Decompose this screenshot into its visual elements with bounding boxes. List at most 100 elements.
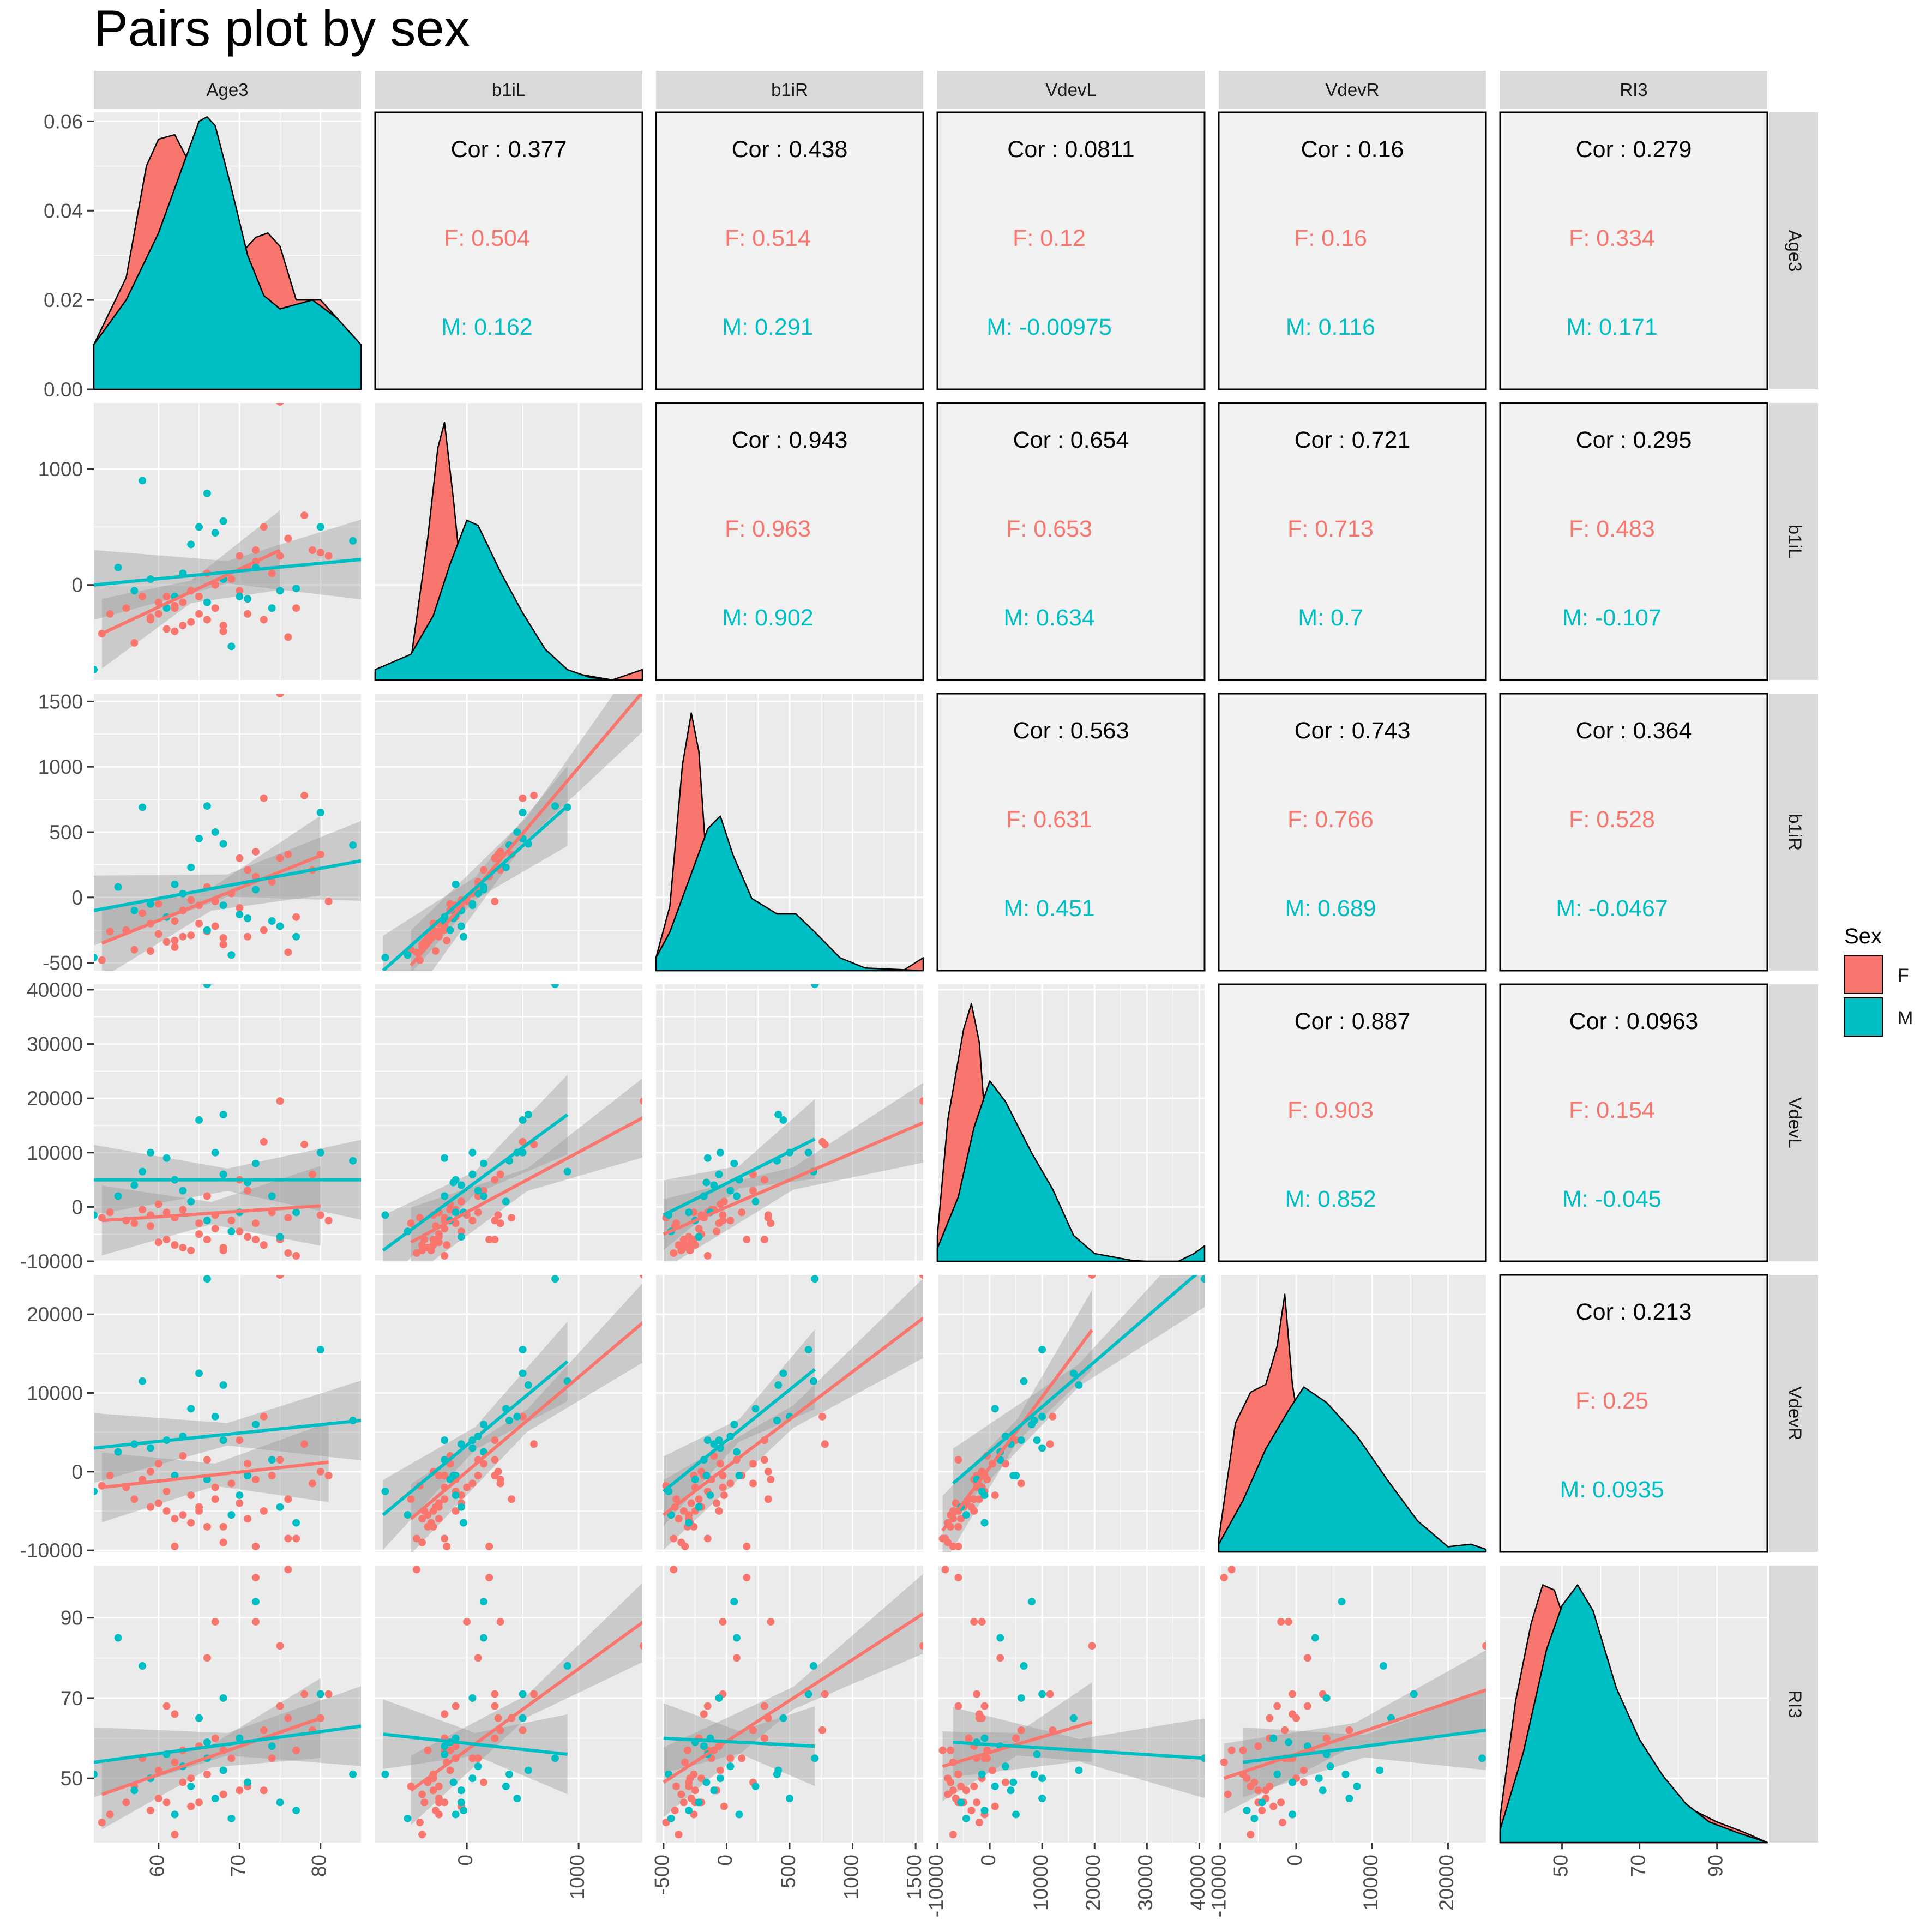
data-point-M <box>773 1416 781 1424</box>
data-point-M <box>685 1519 693 1527</box>
data-point-F <box>452 1702 460 1710</box>
bottom-tick-label: -10000 <box>925 1855 947 1917</box>
data-point-M <box>715 1436 723 1445</box>
data-point-M <box>1250 1814 1259 1822</box>
correlation-panel-frame <box>1499 402 1768 681</box>
data-point-M <box>1345 1795 1353 1803</box>
correlation-M: M: 0.171 <box>1566 314 1657 340</box>
data-point-M <box>441 1154 449 1162</box>
data-point-M <box>349 841 357 849</box>
confidence-band-F <box>101 1678 321 1829</box>
data-point-M <box>1017 1694 1025 1702</box>
data-point-F <box>1303 1702 1311 1710</box>
scatter-panel-Age3-VdevR <box>94 1275 361 1552</box>
data-point-F <box>719 1211 727 1219</box>
data-point-M <box>349 1157 357 1165</box>
data-point-F <box>441 1534 449 1543</box>
data-point-F <box>203 1654 211 1662</box>
data-point-F <box>300 1690 309 1698</box>
data-point-M <box>114 563 122 571</box>
data-point-M <box>519 1714 527 1722</box>
data-point-F <box>316 1211 324 1219</box>
left-tick-label: 20000 <box>27 1303 83 1326</box>
data-point-M <box>691 1476 699 1484</box>
data-point-M <box>457 1503 465 1511</box>
data-point-M <box>171 1810 179 1819</box>
correlation-M: M: 0.451 <box>1003 895 1094 922</box>
correlation-panel-Age3-b1iL: Cor : 0.377 F: 0.504 M: 0.162 <box>374 111 643 390</box>
data-point-F <box>171 917 179 925</box>
data-point-M <box>1009 1472 1018 1480</box>
data-point-F <box>284 1214 292 1222</box>
data-point-M <box>779 1714 787 1722</box>
left-tick-label: -10000 <box>20 1250 83 1273</box>
data-point-F <box>187 1802 195 1810</box>
legend-key-F <box>1844 955 1883 994</box>
correlation-F: F: 0.154 <box>1569 1097 1655 1123</box>
data-point-M <box>139 1662 147 1670</box>
data-point-M <box>479 1634 487 1642</box>
data-point-F <box>991 1802 999 1810</box>
fit-line-M <box>382 1360 569 1516</box>
left-tick-label: 0 <box>71 1461 83 1483</box>
density-panel-RI3 <box>1499 1566 1768 1844</box>
data-point-M <box>114 883 122 891</box>
left-tick-label: 10000 <box>27 1382 83 1404</box>
fit-line-F <box>410 1116 642 1244</box>
data-point-F <box>719 1472 727 1480</box>
correlation-M: M: -0.045 <box>1562 1186 1662 1212</box>
data-point-F <box>418 1515 426 1523</box>
data-point-F <box>760 1456 768 1464</box>
correlation-panel-frame <box>936 402 1206 681</box>
data-point-M <box>139 1377 147 1385</box>
data-point-F <box>749 1726 757 1734</box>
data-point-F <box>418 941 426 949</box>
data-point-F <box>703 1252 712 1260</box>
data-point-F <box>712 1499 720 1507</box>
data-point-F <box>139 592 147 600</box>
data-point-M <box>146 1148 154 1157</box>
data-point-F <box>429 1786 437 1795</box>
data-point-M <box>236 910 244 918</box>
data-point-F <box>236 1227 244 1236</box>
data-point-M <box>703 1154 712 1162</box>
scatter-panel-b1iL-VdevR <box>375 1275 642 1552</box>
bottom-tick-label: 1000 <box>566 1855 588 1899</box>
data-point-F <box>162 1507 171 1515</box>
data-point-F <box>491 1734 499 1742</box>
data-point-F <box>260 1786 268 1795</box>
data-point-F <box>130 1219 139 1227</box>
density-panel-b1iL <box>374 403 643 681</box>
data-point-F <box>821 1440 829 1448</box>
data-point-F <box>260 1241 268 1249</box>
scatter-panel-Age3-RI3 <box>94 1566 361 1843</box>
data-point-M <box>700 1742 708 1750</box>
data-point-F <box>106 1810 114 1819</box>
data-point-F <box>162 1487 171 1495</box>
data-point-F <box>276 1097 284 1105</box>
data-point-F <box>821 1140 829 1148</box>
data-point-M <box>519 809 527 817</box>
panel-background <box>94 984 361 1261</box>
fit-line-F <box>101 1204 321 1223</box>
data-point-F <box>324 1690 333 1698</box>
data-point-F <box>494 850 502 858</box>
data-point-F <box>284 948 292 956</box>
panel-content <box>662 1275 923 1550</box>
data-point-M <box>667 1511 675 1519</box>
data-point-F <box>130 639 139 647</box>
strip-right-label-Age3: Age3 <box>1785 230 1805 272</box>
data-point-F <box>1254 1786 1262 1795</box>
data-point-F <box>179 1778 187 1786</box>
data-point-M <box>468 1170 477 1178</box>
confidence-band-M <box>94 821 361 946</box>
data-point-F <box>1281 1726 1289 1734</box>
data-point-F <box>719 1483 727 1491</box>
data-point-F <box>420 1798 429 1807</box>
data-point-F <box>821 1690 829 1698</box>
legend-label-M: M <box>1898 1008 1913 1028</box>
correlation-overall: Cor : 0.654 <box>1013 427 1129 453</box>
data-point-F <box>1088 1642 1096 1650</box>
data-point-M <box>667 1814 675 1822</box>
data-point-F <box>1012 1734 1020 1742</box>
